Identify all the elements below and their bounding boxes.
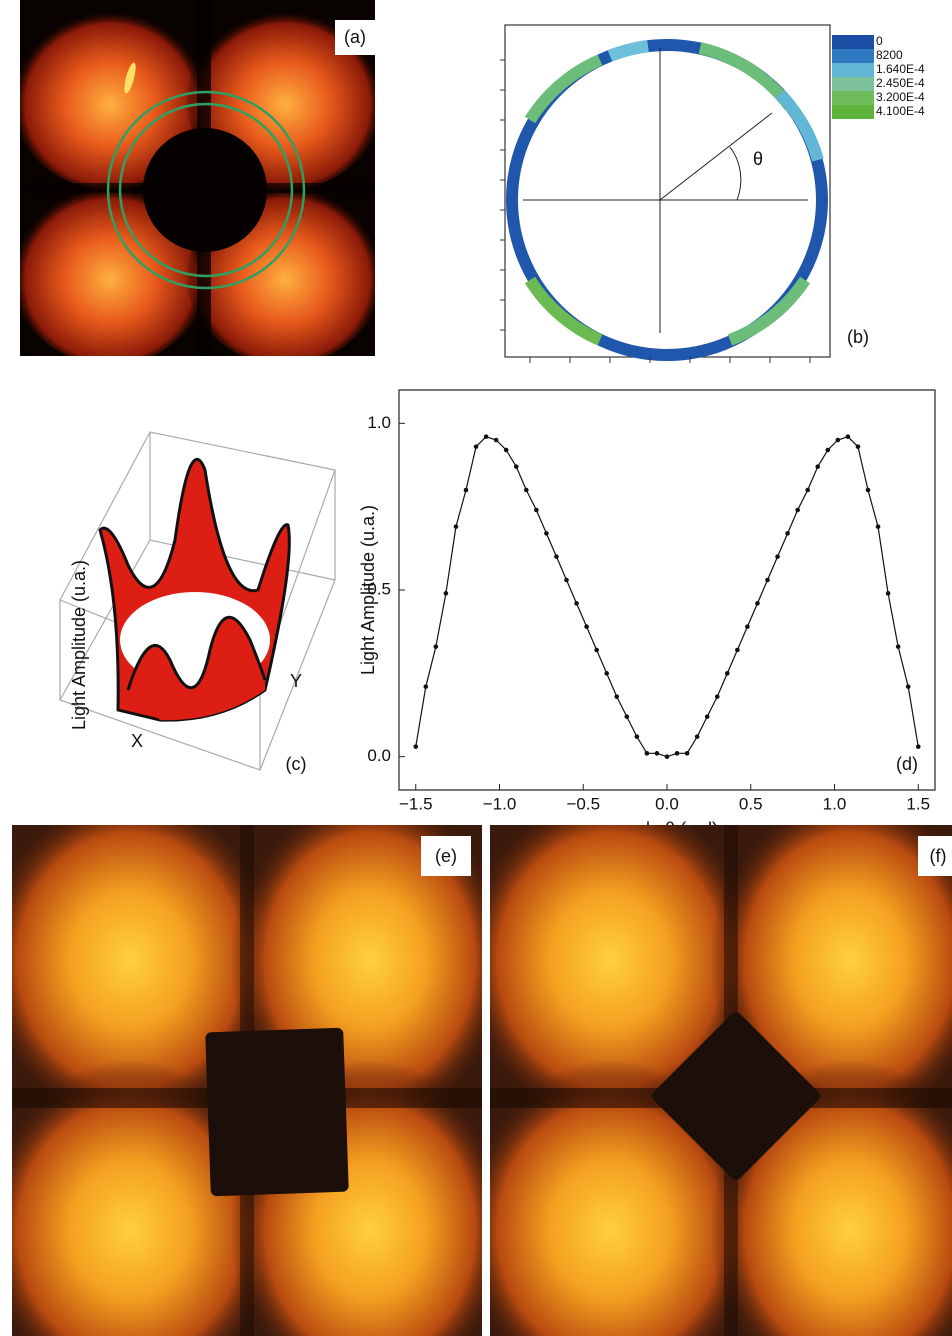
data-point [645, 751, 650, 756]
data-point [876, 524, 881, 529]
legend-label: 8200 [876, 48, 903, 62]
x-tick-label: −1.0 [483, 794, 517, 813]
data-point [896, 644, 901, 649]
legend-swatch [832, 105, 874, 119]
data-point [886, 591, 891, 596]
data-point [795, 508, 800, 513]
data-point [856, 444, 861, 449]
data-point [725, 671, 730, 676]
data-point [675, 751, 680, 756]
plot-frame [399, 390, 935, 790]
data-point [584, 624, 589, 629]
legend-label: 2.450E-4 [876, 76, 925, 90]
data-point [665, 754, 670, 759]
data-point [413, 744, 418, 749]
data-point [454, 524, 459, 529]
legend-swatch [832, 63, 874, 77]
panel-label: (b) [847, 327, 869, 347]
line-chart: −1.5−1.0−0.50.00.51.01.50.00.51.0angle θ… [358, 390, 935, 839]
data-point [504, 448, 509, 453]
data-point [775, 554, 780, 559]
x-tick-label: 0.5 [739, 794, 763, 813]
legend-swatch [832, 49, 874, 63]
panel-label: (f) [930, 846, 947, 866]
data-point [705, 714, 710, 719]
data-point [614, 694, 619, 699]
data-point [544, 531, 549, 536]
data-point [564, 578, 569, 583]
data-point [785, 531, 790, 536]
data-point [846, 434, 851, 439]
data-point [474, 444, 479, 449]
data-point [635, 734, 640, 739]
data-point [444, 591, 449, 596]
data-point [836, 438, 841, 443]
data-point [906, 684, 911, 689]
panel-label: (a) [344, 27, 366, 47]
data-point [715, 694, 720, 699]
data-point [484, 434, 489, 439]
legend-swatch [832, 77, 874, 91]
legend-label: 1.640E-4 [876, 62, 925, 76]
panel-a-image [10, 0, 385, 365]
axis-label: Y [290, 671, 302, 691]
legend-swatch [832, 35, 874, 49]
x-tick-label: −1.5 [399, 794, 433, 813]
y-tick-label: 0.0 [367, 746, 391, 765]
data-point [554, 554, 559, 559]
legend-label: 0 [876, 34, 883, 48]
data-point [524, 488, 529, 493]
panel-f-image [460, 790, 952, 1336]
data-point [735, 648, 740, 653]
data-point [464, 488, 469, 493]
x-tick-label: 1.5 [906, 794, 930, 813]
data-point [866, 488, 871, 493]
legend-label: 4.100E-4 [876, 104, 925, 118]
data-point [765, 578, 770, 583]
data-line [416, 437, 919, 757]
panel-c-surface [100, 459, 289, 720]
data-point [514, 464, 519, 469]
legend-label: 3.200E-4 [876, 90, 925, 104]
x-tick-label: 1.0 [823, 794, 847, 813]
data-point [594, 648, 599, 653]
data-point [805, 488, 810, 493]
data-point [424, 684, 429, 689]
axis-label: Light Amplitude (u.a.) [69, 560, 89, 730]
axis-label: X [131, 731, 143, 751]
data-point [604, 671, 609, 676]
data-point [916, 744, 921, 749]
data-point [815, 464, 820, 469]
data-point [745, 624, 750, 629]
data-point [685, 751, 690, 756]
x-tick-label: 0.0 [655, 794, 679, 813]
panel-b-diagram [500, 25, 830, 363]
data-point [434, 644, 439, 649]
data-point [534, 508, 539, 513]
legend-swatch [832, 91, 874, 105]
angle-label: θ [753, 149, 763, 169]
data-point [695, 734, 700, 739]
x-tick-label: −0.5 [566, 794, 600, 813]
y-axis-label: Light Amplitude (u.a.) [358, 505, 378, 675]
y-tick-label: 1.0 [367, 413, 391, 432]
data-point [655, 751, 660, 756]
panel-label: (e) [435, 846, 457, 866]
data-point [494, 438, 499, 443]
data-point [826, 448, 831, 453]
data-point [625, 714, 630, 719]
panel-label: (c) [286, 754, 307, 774]
panel-label: (d) [896, 754, 918, 774]
data-point [574, 601, 579, 606]
data-point [755, 601, 760, 606]
figure: (a) θ (b) 082001.640E-42.450E-43.200E-44… [0, 0, 952, 1336]
